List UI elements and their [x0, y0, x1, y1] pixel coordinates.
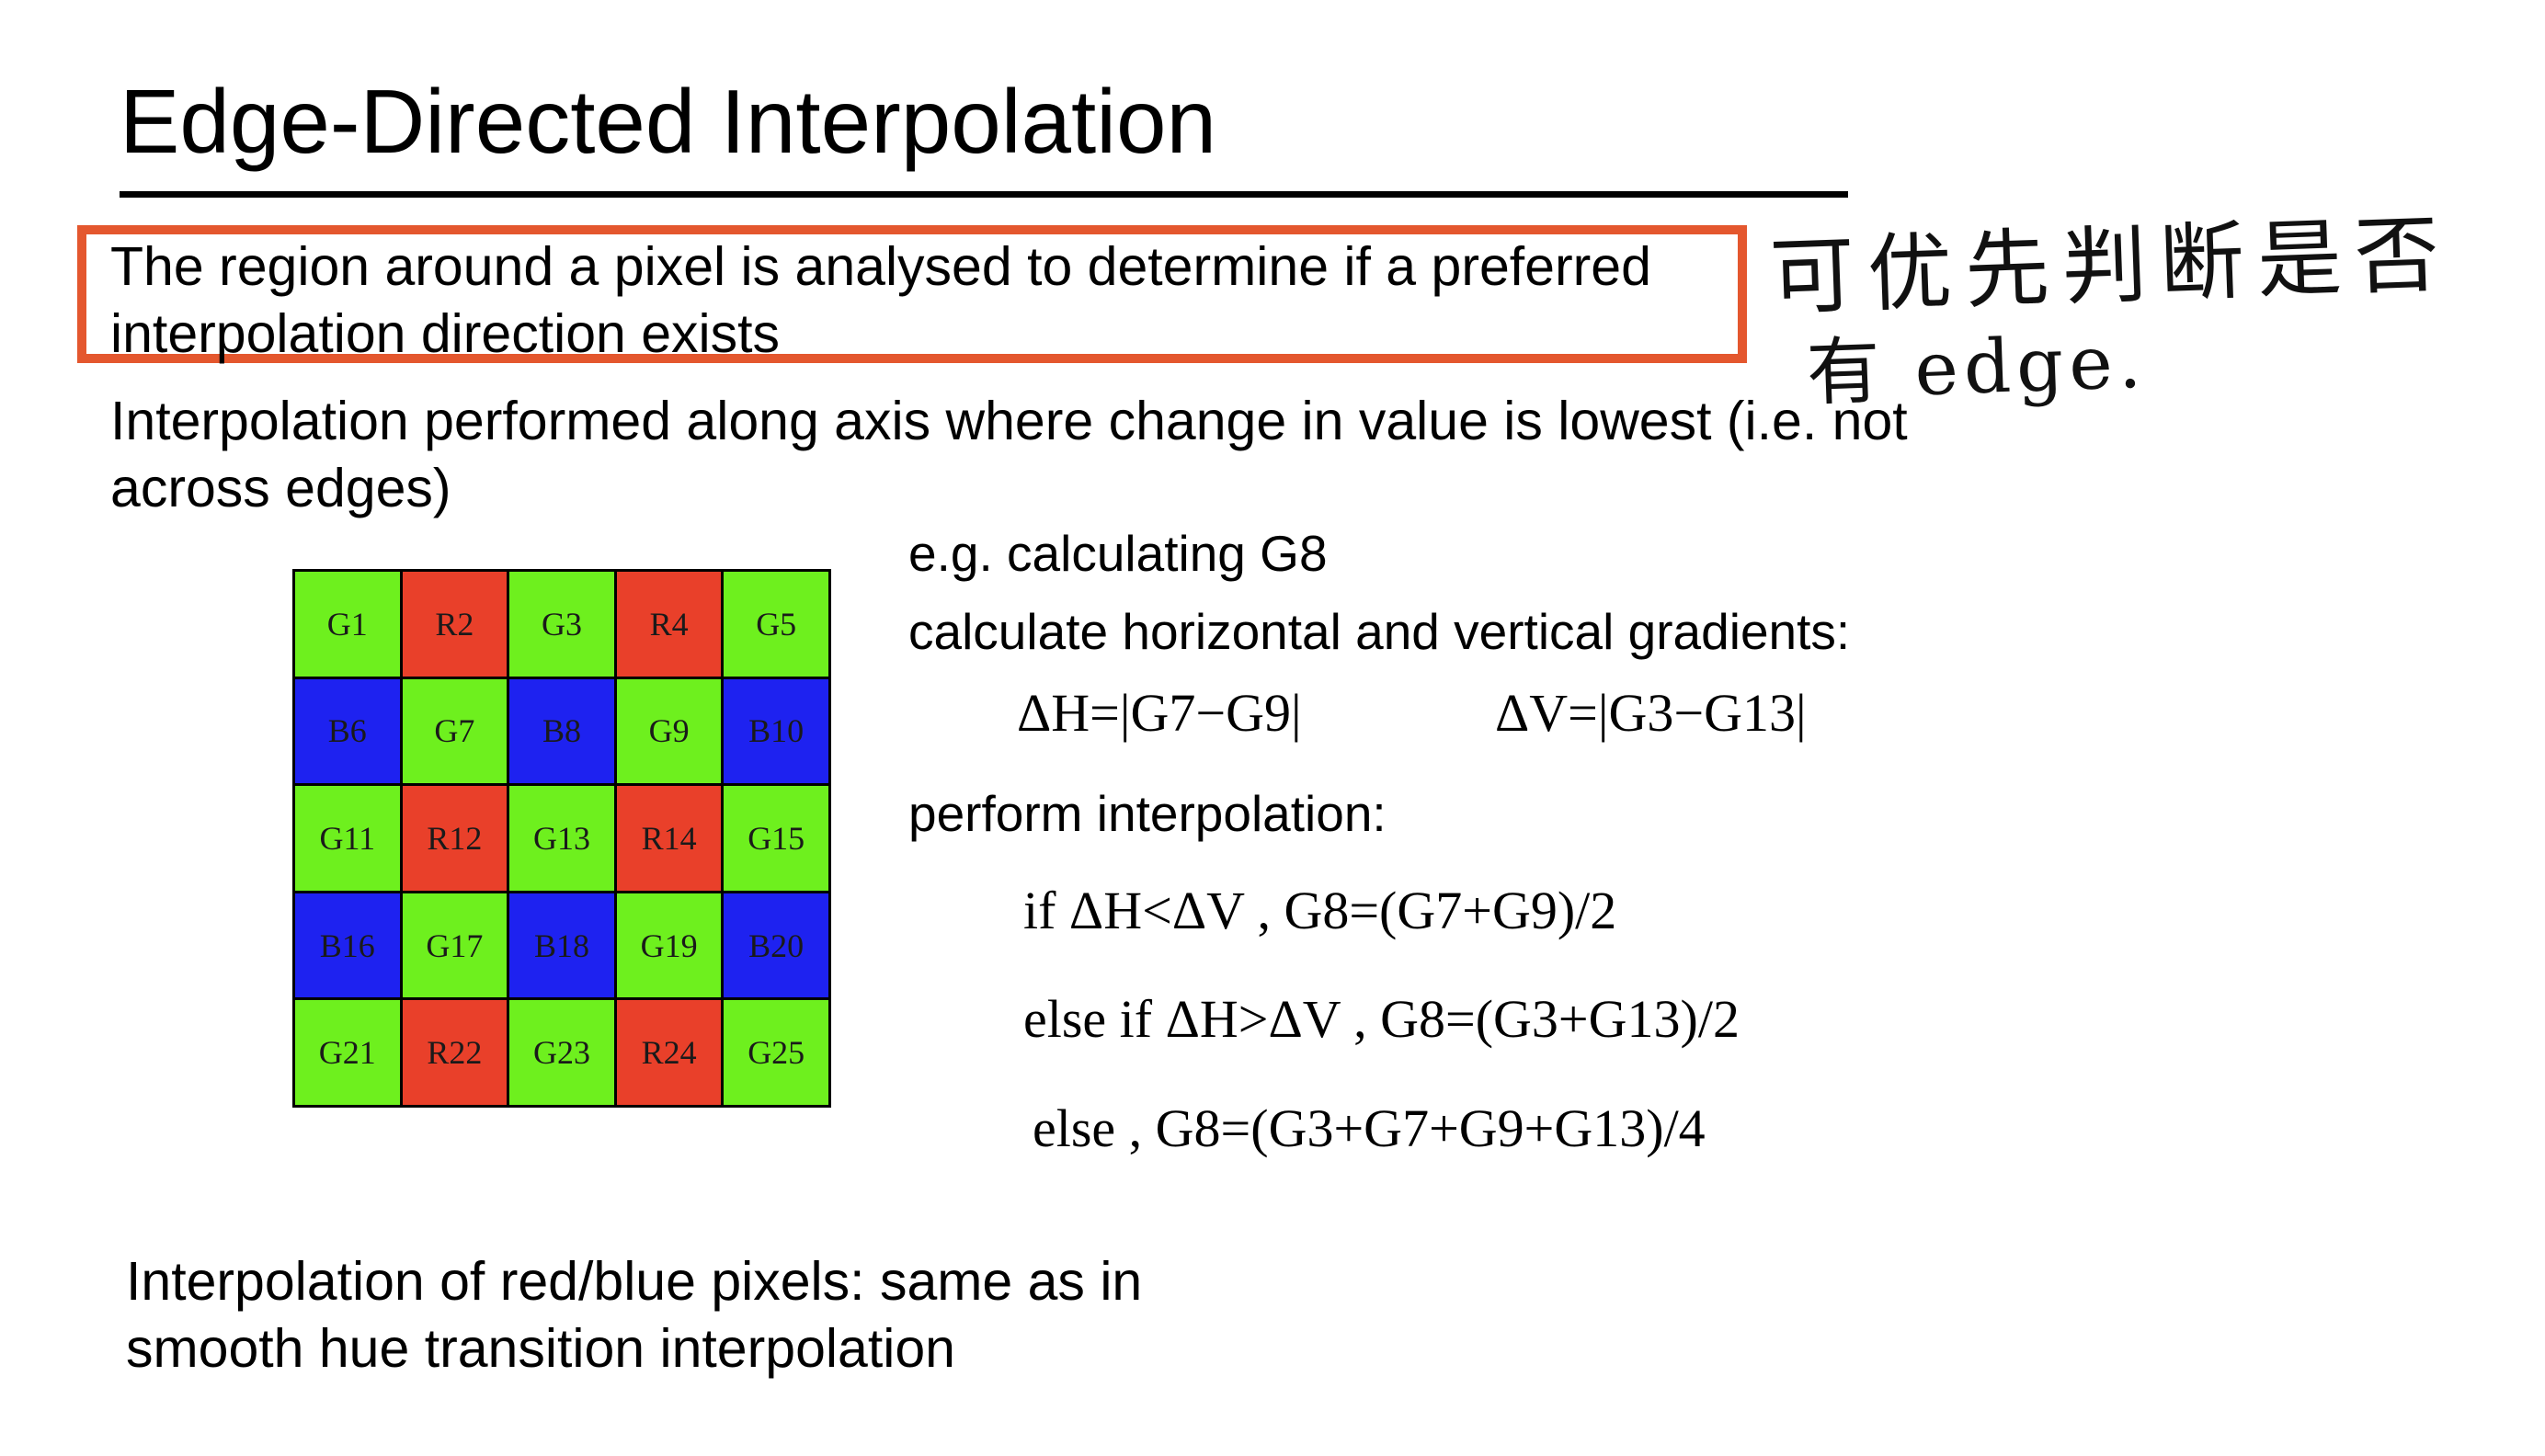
bayer-grid: G1 R2 G3 R4 G5 B6 G7 B8 G9 B10 G11 R12 G13 R14 G15 B16 G…	[292, 569, 831, 1108]
example-label: e.g. calculating G8	[908, 525, 1328, 582]
bayer-cell: G13	[509, 786, 614, 891]
bayer-cell: B6	[295, 678, 400, 784]
gradients-label: calculate horizontal and vertical gradie…	[908, 603, 1851, 660]
bayer-cell: B20	[724, 893, 828, 998]
bayer-cell: B10	[724, 678, 828, 784]
bayer-cell: G3	[509, 572, 614, 677]
bayer-cell: G1	[295, 572, 400, 677]
bayer-cell: G23	[509, 1000, 614, 1105]
delta-h-formula: ΔH=|G7−G9|	[1017, 683, 1302, 743]
axis-paragraph: Interpolation performed along axis where…	[110, 391, 1908, 518]
case-else-if-formula: else if ΔH>ΔV , G8=(G3+G13)/2	[1023, 989, 1740, 1049]
bayer-cell: R2	[402, 572, 508, 677]
perform-label: perform interpolation:	[908, 785, 1387, 842]
bayer-cell: R14	[616, 786, 722, 891]
bayer-cell: G7	[402, 678, 508, 784]
bayer-cell: B8	[509, 678, 614, 784]
bayer-cell: R22	[402, 1000, 508, 1105]
highlighted-paragraph: The region around a pixel is analysed to…	[110, 236, 1651, 364]
handwritten-note-line2: 有 edge.	[1805, 318, 2149, 416]
bayer-cell: B16	[295, 893, 400, 998]
bayer-cell: G25	[724, 1000, 828, 1105]
bayer-cell: R24	[616, 1000, 722, 1105]
bayer-cell: G19	[616, 893, 722, 998]
bayer-cell: R12	[402, 786, 508, 891]
case-else-formula: else , G8=(G3+G7+G9+G13)/4	[1033, 1098, 1706, 1158]
bayer-cell: G5	[724, 572, 828, 677]
redblue-paragraph: Interpolation of red/blue pixels: same a…	[126, 1251, 1143, 1379]
case-if-formula: if ΔH<ΔV , G8=(G7+G9)/2	[1023, 881, 1617, 940]
delta-v-formula: ΔV=|G3−G13|	[1495, 683, 1807, 743]
bayer-cell: B18	[509, 893, 614, 998]
page-title: Edge-Directed Interpolation	[120, 71, 1217, 172]
title-underline	[120, 191, 1848, 198]
bayer-cell: G15	[724, 786, 828, 891]
highlight-box	[77, 225, 1747, 363]
handwritten-note-line1: 可优先判断是否	[1768, 205, 2454, 327]
bayer-cell: G9	[616, 678, 722, 784]
bayer-cell: G11	[295, 786, 400, 891]
bayer-cell: G17	[402, 893, 508, 998]
bayer-cell: R4	[616, 572, 722, 677]
bayer-cell: G21	[295, 1000, 400, 1105]
